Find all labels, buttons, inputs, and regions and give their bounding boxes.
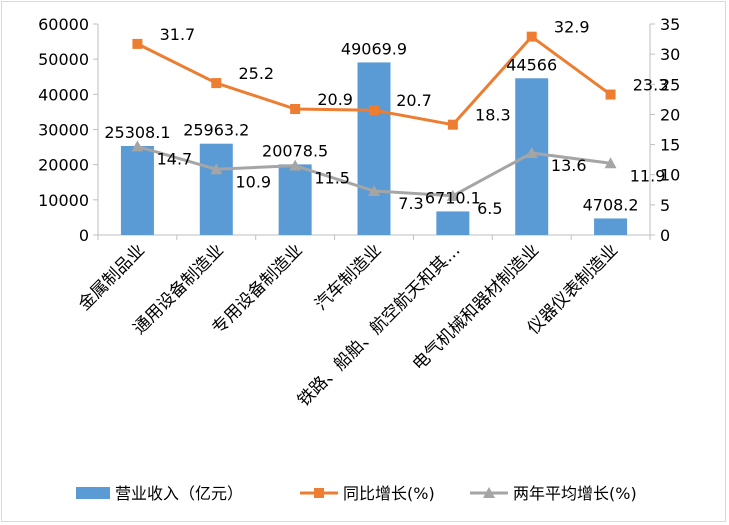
square-marker [369, 105, 379, 116]
bar [357, 62, 391, 236]
category-label: 汽车制造业 [311, 240, 385, 314]
bar-data-label: 25963.2 [183, 121, 249, 140]
square-marker [211, 78, 222, 89]
y-right-tick-label: 35 [660, 15, 680, 34]
avg-data-label: 7.3 [398, 194, 423, 213]
legend-swatch-avg-marker [483, 487, 495, 498]
bar-data-label: 20078.5 [262, 141, 328, 160]
square-marker [605, 89, 616, 100]
bar [436, 211, 470, 235]
triangle-marker [446, 189, 459, 201]
y-right-tick-label: 0 [660, 226, 670, 245]
triangle-marker [289, 159, 302, 171]
y-left-tick-label: 60000 [38, 15, 89, 34]
bar [120, 145, 154, 235]
y-right-tick-label: 30 [660, 45, 680, 64]
bar-data-label: 44566 [506, 55, 557, 74]
legend-label-avg: 两年平均增长(%) [513, 484, 637, 503]
yoy-data-label: 20.7 [396, 91, 432, 110]
yoy-data-label: 20.9 [317, 90, 353, 109]
avg-data-label: 13.6 [551, 156, 587, 175]
square-marker [447, 119, 458, 130]
avg-data-label: 11.9 [630, 166, 666, 185]
y-left-tick-label: 50000 [38, 50, 89, 69]
bar-data-label: 6710.1 [425, 188, 481, 207]
triangle-marker [131, 140, 144, 152]
triangle-marker [525, 147, 538, 159]
bar-data-label: 25308.1 [104, 123, 170, 142]
y-left-tick-label: 30000 [38, 121, 89, 140]
avg-data-label: 11.5 [314, 169, 350, 188]
legend-label-bar: 营业收入（亿元） [115, 484, 243, 503]
y-right-tick-label: 20 [660, 105, 680, 124]
yoy-data-label: 31.7 [160, 25, 196, 44]
bar-data-label: 49069.9 [341, 39, 407, 58]
y-right-tick-label: 15 [660, 136, 680, 155]
avg-data-label: 10.9 [235, 172, 271, 191]
y-left-tick-label: 20000 [38, 156, 89, 175]
y-left-tick-label: 0 [79, 226, 89, 245]
yoy-data-label: 25.2 [238, 64, 274, 83]
triangle-marker [210, 163, 223, 175]
y-left-tick-label: 10000 [38, 191, 89, 210]
avg-data-label: 6.5 [477, 199, 502, 218]
square-marker [526, 31, 537, 42]
square-marker [290, 104, 301, 115]
yoy-data-label: 18.3 [475, 106, 511, 125]
triangle-marker [368, 184, 380, 196]
category-label: 金属制品业 [75, 240, 149, 314]
legend-swatch-yoy-marker [314, 488, 324, 498]
avg-data-label: 14.7 [157, 149, 193, 168]
bar [199, 143, 233, 235]
yoy-data-label: 32.9 [554, 18, 590, 37]
y-right-tick-label: 10 [660, 166, 680, 185]
y-left-tick-label: 40000 [38, 85, 89, 104]
bar [594, 218, 628, 235]
yoy-data-label: 23.3 [633, 76, 669, 95]
legend-label-yoy: 同比增长(%) [343, 484, 435, 503]
square-marker [132, 38, 143, 49]
bar [278, 164, 312, 235]
category-label: 铁路、船舶、航空航天和其… [294, 240, 464, 410]
triangle-marker [604, 157, 617, 169]
y-right-tick-label: 5 [660, 196, 670, 215]
legend-swatch-bar [76, 487, 110, 499]
bar-data-label: 4708.2 [583, 195, 639, 214]
y-right-tick-label: 25 [660, 75, 680, 94]
